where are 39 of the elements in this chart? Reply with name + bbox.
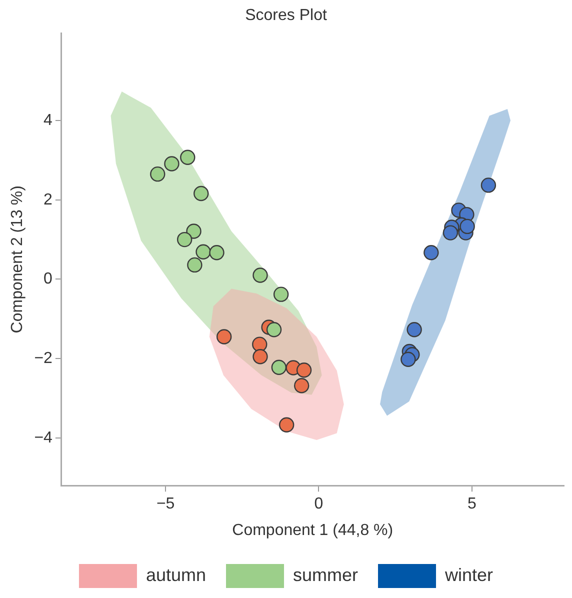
point [424,245,439,260]
point [252,336,268,352]
chart-title: Scores Plot [245,7,328,24]
point [252,349,268,364]
point [186,224,202,239]
point [271,360,287,375]
legend-label: autumn [146,564,206,585]
point [180,150,196,166]
point [194,186,209,202]
point [294,378,310,394]
y-tick-label: 0 [44,270,53,288]
y-axis-title: Component 2 (13 %) [9,186,26,334]
point [252,268,268,283]
point [460,218,475,234]
x-axis-title: Component 1 (44,8 %) [232,522,394,539]
point [266,322,282,338]
y-tick-label: −2 [34,350,53,368]
legend-label: summer [293,564,358,585]
point [480,178,496,193]
y-tick-label: 2 [44,191,53,208]
point [196,244,211,260]
point [400,352,416,368]
point [187,257,202,273]
legend-label: winter [444,564,494,585]
point [406,322,422,338]
y-tick-label: 4 [44,112,53,129]
point [296,362,312,378]
point [273,286,289,302]
x-tick-label: −5 [156,496,175,513]
point [164,156,180,172]
point [150,166,166,182]
point [442,225,458,240]
x-tick-label: 5 [467,496,476,513]
point [209,245,224,260]
y-tick-label: −4 [34,429,53,446]
point [278,417,294,432]
x-tick-label: 0 [314,496,324,513]
point [216,329,232,344]
point [176,232,192,248]
